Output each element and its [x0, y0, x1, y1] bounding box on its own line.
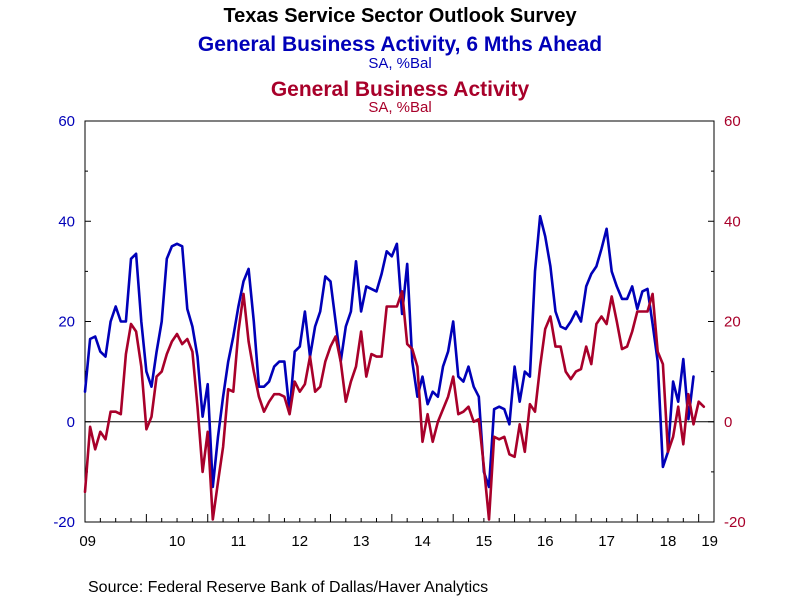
x-tick-label: 16 [537, 533, 554, 550]
y-tick-label-left: 40 [58, 213, 75, 230]
x-tick-label: 14 [414, 533, 431, 550]
x-tick-label: 13 [353, 533, 370, 550]
series-line-2 [83, 290, 706, 521]
y-tick-label-right: 0 [724, 414, 732, 431]
x-tick-label: 15 [476, 533, 493, 550]
x-tick-label: 11 [231, 533, 247, 550]
series-line-1 [83, 214, 695, 489]
x-tick-label: 12 [291, 533, 308, 550]
y-tick-label-right: 40 [724, 213, 741, 230]
y-tick-label-right: -20 [724, 514, 746, 531]
y-tick-label-right: 60 [724, 113, 741, 130]
series-1-title: General Business Activity, 6 Mths Ahead [198, 33, 602, 56]
y-tick-label-left: -20 [53, 514, 75, 531]
y-tick-label-left: 0 [67, 414, 75, 431]
axes: -20 -20 0 0 20 20 40 40 60 60 09 10 11 12 13 14 15 16 17 18… [53, 113, 745, 550]
y-tick-label-left: 20 [58, 314, 75, 331]
x-tick-label: 18 [660, 533, 677, 550]
x-tick-label: 10 [169, 533, 186, 550]
y-tick-label-left: 60 [58, 113, 75, 130]
series-lines [83, 214, 706, 521]
y-tick-label-right: 20 [724, 314, 741, 331]
chart-title: Texas Service Sector Outlook Survey [223, 5, 577, 27]
series-2-unit: SA, %Bal [368, 99, 431, 116]
source-note: Source: Federal Reserve Bank of Dallas/H… [88, 579, 488, 596]
x-tick-label: 09 [79, 533, 96, 550]
plot-frame [84, 120, 715, 523]
series-1-unit: SA, %Bal [368, 55, 431, 72]
series-2-title: General Business Activity [271, 78, 530, 101]
x-tick-label: 19 [701, 533, 718, 550]
x-tick-label: 17 [598, 533, 615, 550]
